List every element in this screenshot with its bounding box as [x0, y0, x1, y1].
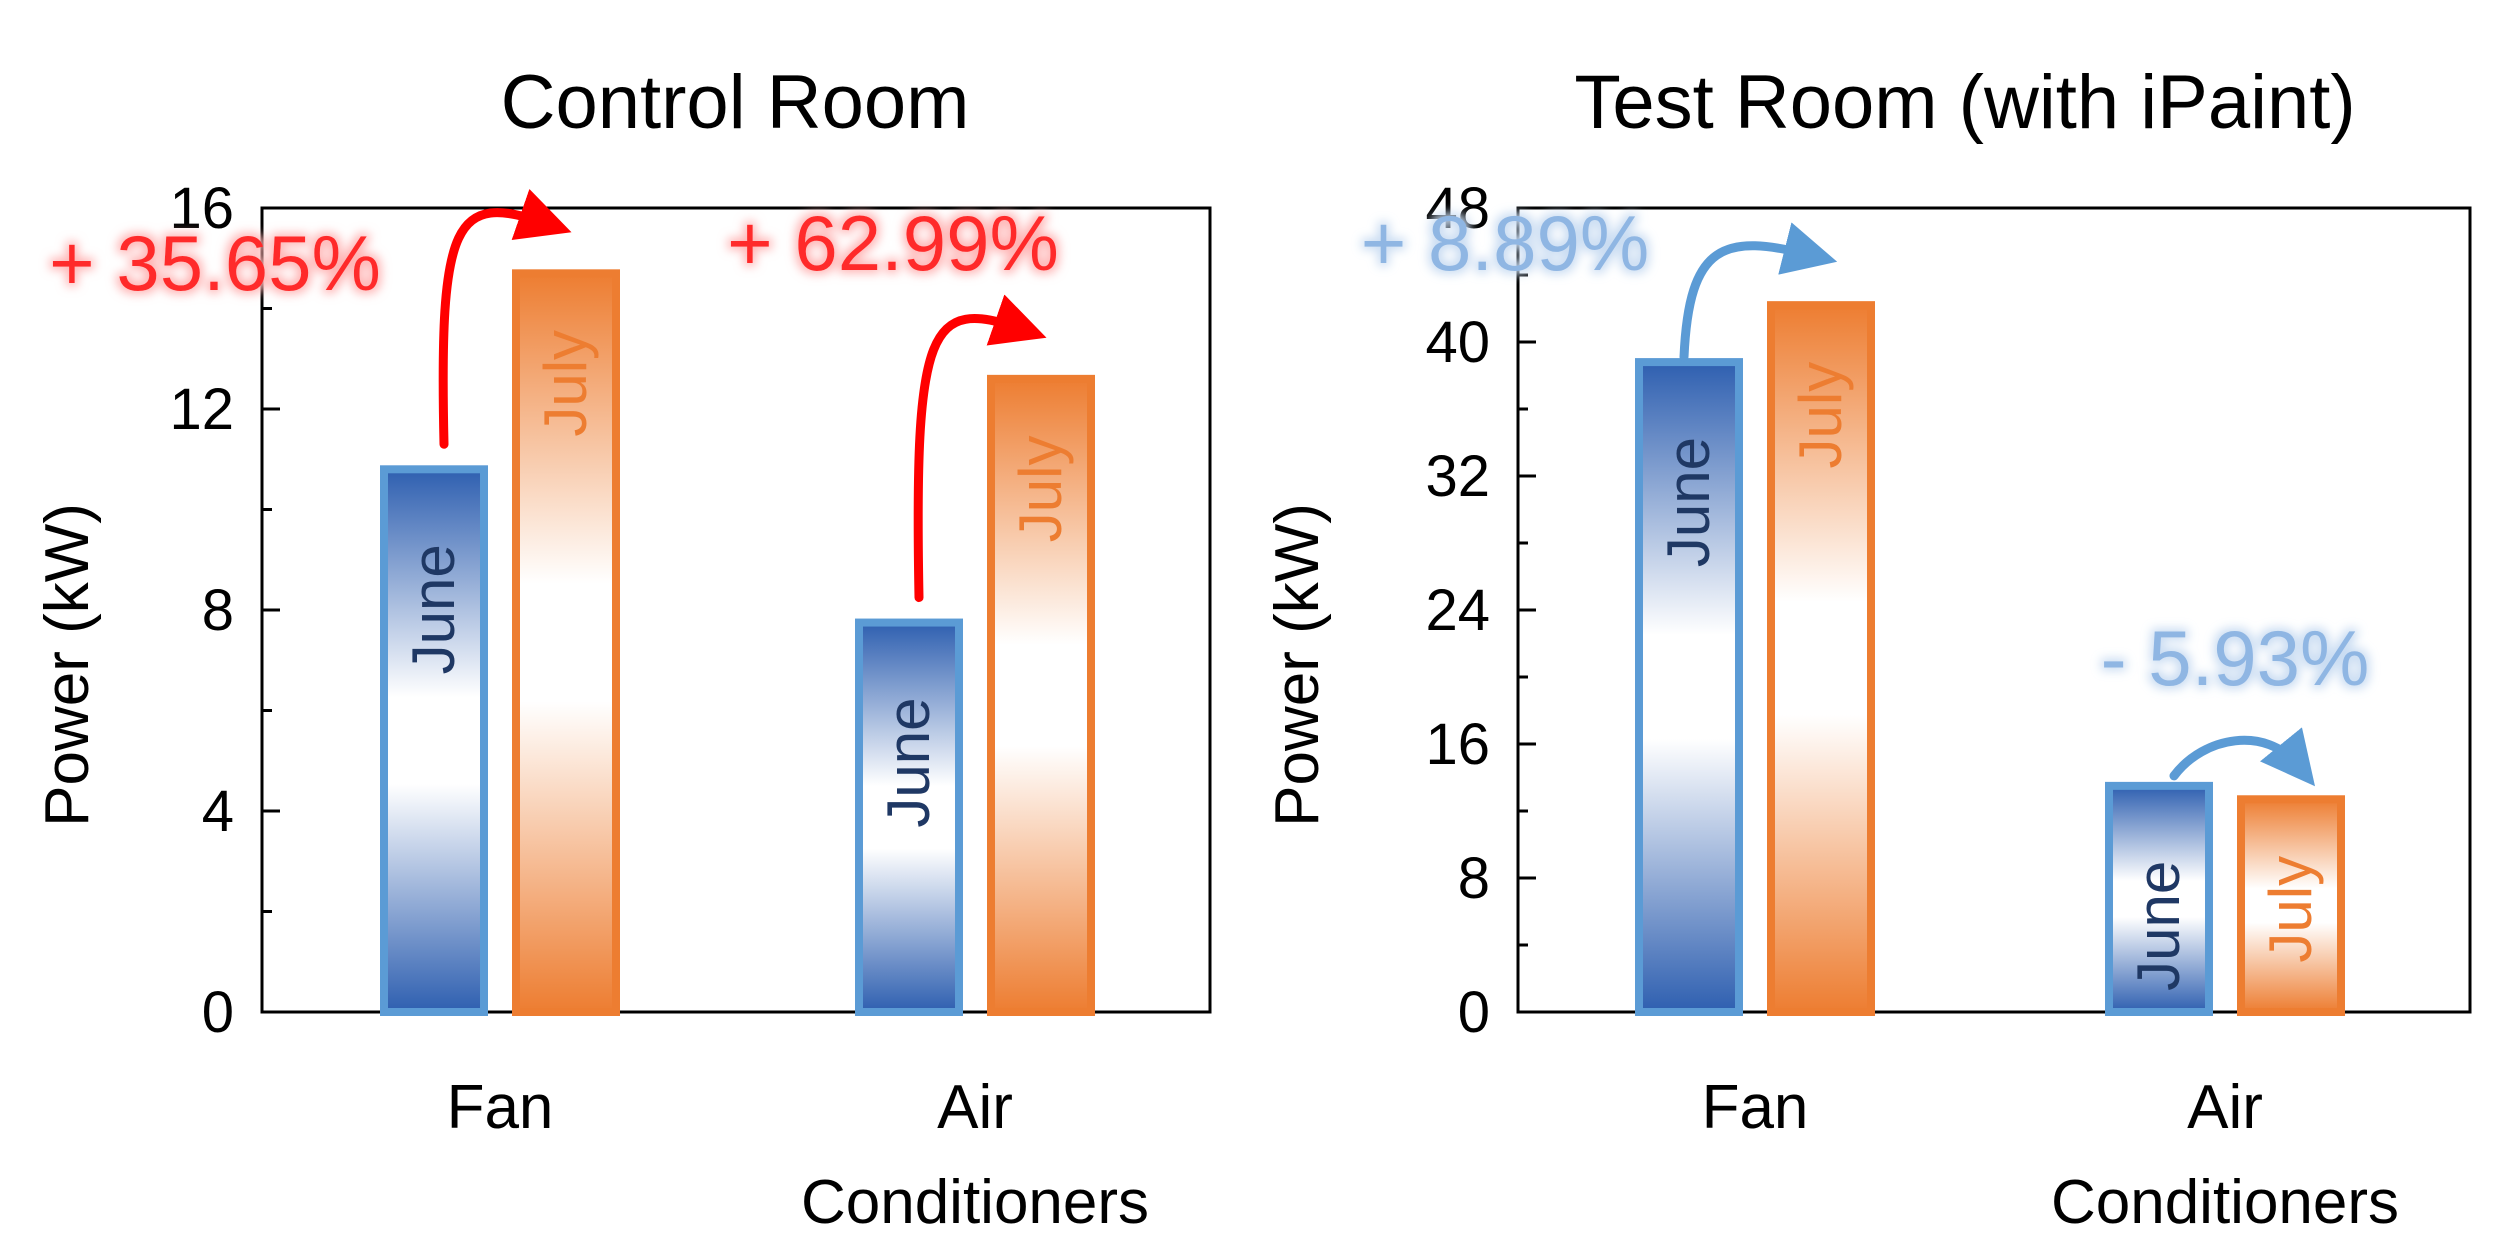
- chart-title: Control Room: [501, 60, 970, 145]
- x-category-label: Air: [2187, 1073, 2263, 1142]
- y-tick-label: 48: [1425, 176, 1490, 241]
- change-percent-label: + 35.65%: [49, 219, 381, 307]
- chart-title: Test Room (with iPaint): [1574, 60, 2355, 145]
- bar-series-label: June: [400, 544, 467, 674]
- x-category-label: Fan: [1702, 1073, 1809, 1142]
- bar-june: [855, 618, 963, 1016]
- control-room-chart: Control Room Power (kW) 0 4 8 12 16 Fan Air Con…: [33, 60, 1212, 1237]
- bar-june: [2105, 781, 2213, 1016]
- y-tick-label: 24: [1425, 578, 1490, 643]
- x-category-label: Air: [937, 1073, 1013, 1142]
- bar-july: [512, 269, 620, 1016]
- y-tick-label: 8: [1458, 846, 1490, 911]
- y-axis-label: Power (kW): [1263, 503, 1332, 827]
- bar-series-label: July: [1007, 435, 1074, 542]
- test-room-chart: Test Room (with iPaint) Power (kW) 0 8 16 2…: [1263, 60, 2472, 1237]
- y-tick-label: 0: [1458, 980, 1490, 1045]
- bar-series-label: July: [2257, 856, 2324, 963]
- y-tick-label: 40: [1425, 310, 1490, 375]
- y-tick-label: 8: [202, 578, 234, 643]
- change-percent-label: + 8.89%: [1361, 199, 1649, 287]
- bar-july: [1767, 301, 1875, 1016]
- y-tick-label: 0: [202, 980, 234, 1045]
- bar-series-label: June: [2125, 861, 2192, 991]
- y-axis-label: Power (kW): [33, 503, 102, 827]
- y-tick-label: 16: [1425, 712, 1490, 777]
- plot-area: 0 4 8 12 16 Fan Air Conditioners June July + 35.65…: [49, 176, 1212, 1237]
- y-tick-label: 12: [169, 377, 234, 442]
- change-percent-label: + 62.99%: [727, 199, 1059, 287]
- y-tick-label: 32: [1425, 444, 1490, 509]
- y-tick-label: 4: [202, 779, 234, 844]
- bar-july: [987, 374, 1095, 1017]
- change-arrow: [438, 188, 572, 449]
- x-category-label: Fan: [447, 1073, 554, 1142]
- change-arrow: [913, 294, 1047, 603]
- x-category-label: Conditioners: [801, 1168, 1149, 1237]
- bar-june: [1635, 358, 1743, 1017]
- plot-area: 0 8 16 24 32 40 48 Fan Air Conditioners June July + …: [1361, 176, 2472, 1237]
- bar-series-label: July: [1787, 362, 1854, 469]
- change-percent-label: - 5.93%: [2101, 614, 2370, 702]
- bar-series-label: June: [875, 698, 942, 828]
- y-tick-label: 16: [169, 176, 234, 241]
- change-arrow: [1679, 222, 1838, 362]
- bar-series-label: July: [532, 330, 599, 437]
- bar-june: [380, 465, 488, 1016]
- bar-series-label: June: [1655, 437, 1722, 567]
- bar-july: [2237, 795, 2345, 1017]
- x-category-label: Conditioners: [2051, 1168, 2399, 1237]
- change-arrow: [2169, 727, 2316, 787]
